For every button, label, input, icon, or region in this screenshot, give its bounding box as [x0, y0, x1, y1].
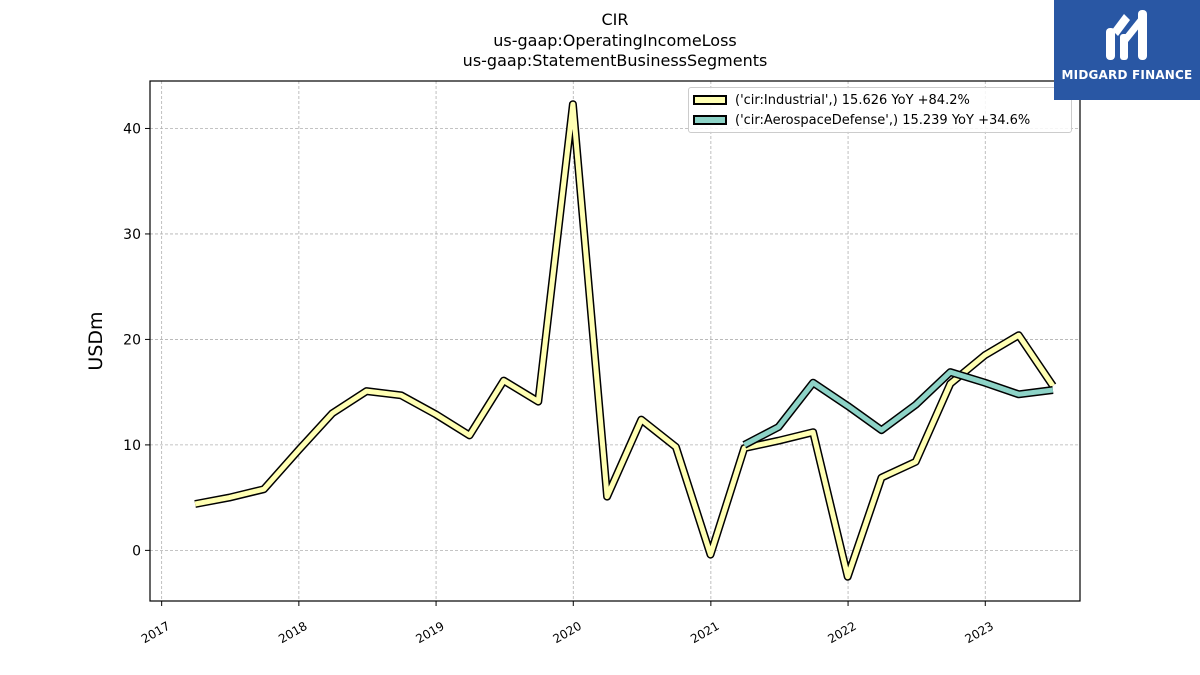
y-tick-label: 40 — [123, 121, 141, 137]
chart-title-line-3: us-gaap:StatementBusinessSegments — [462, 51, 768, 70]
y-tick-label: 10 — [123, 438, 141, 454]
legend-label-aerospace-defense: ('cir:AerospaceDefense',) 15.239 YoY +34… — [735, 112, 1031, 128]
logo-text: MIDGARD FINANCE — [1061, 68, 1193, 82]
y-axis-label: USDm — [85, 311, 107, 370]
legend-swatch-industrial — [693, 95, 727, 105]
midgard-logo-mark-icon — [1106, 10, 1147, 60]
x-tick-label: 2019 — [413, 619, 446, 646]
x-tick-label: 2020 — [551, 619, 584, 646]
x-tick-label: 2018 — [276, 619, 309, 646]
legend-label-industrial: ('cir:Industrial',) 15.626 YoY +84.2% — [735, 92, 970, 108]
chart-title-line-1: CIR — [601, 10, 629, 29]
x-tick-label: 2021 — [688, 619, 721, 646]
chart-title: CIR us-gaap:OperatingIncomeLoss us-gaap:… — [0, 10, 1200, 72]
midgard-finance-logo: MIDGARD FINANCE — [1054, 0, 1200, 100]
series-lines — [194, 100, 1057, 581]
grid-lines — [150, 81, 1080, 601]
legend-item-aerospace-defense: ('cir:AerospaceDefense',) 15.239 YoY +34… — [693, 110, 1030, 130]
y-tick-label: 20 — [123, 332, 141, 348]
chart-legend: ('cir:Industrial',) 15.626 YoY +84.2% ('… — [688, 87, 1072, 133]
legend-swatch-aerospace-defense — [693, 115, 727, 125]
x-tick-label: 2023 — [963, 619, 996, 646]
series-line-1 — [743, 369, 1054, 448]
x-tick-label: 2022 — [825, 619, 858, 646]
chart-title-line-2: us-gaap:OperatingIncomeLoss — [493, 30, 737, 50]
y-tick-label: 30 — [123, 227, 141, 243]
series-line-0 — [194, 101, 1055, 580]
series-outline-0 — [194, 100, 1057, 581]
plot-frame — [149, 80, 1081, 602]
x-tick-label: 2017 — [139, 619, 172, 646]
y-tick-label: 0 — [132, 543, 141, 559]
legend-item-industrial: ('cir:Industrial',) 15.626 YoY +84.2% — [693, 90, 970, 110]
